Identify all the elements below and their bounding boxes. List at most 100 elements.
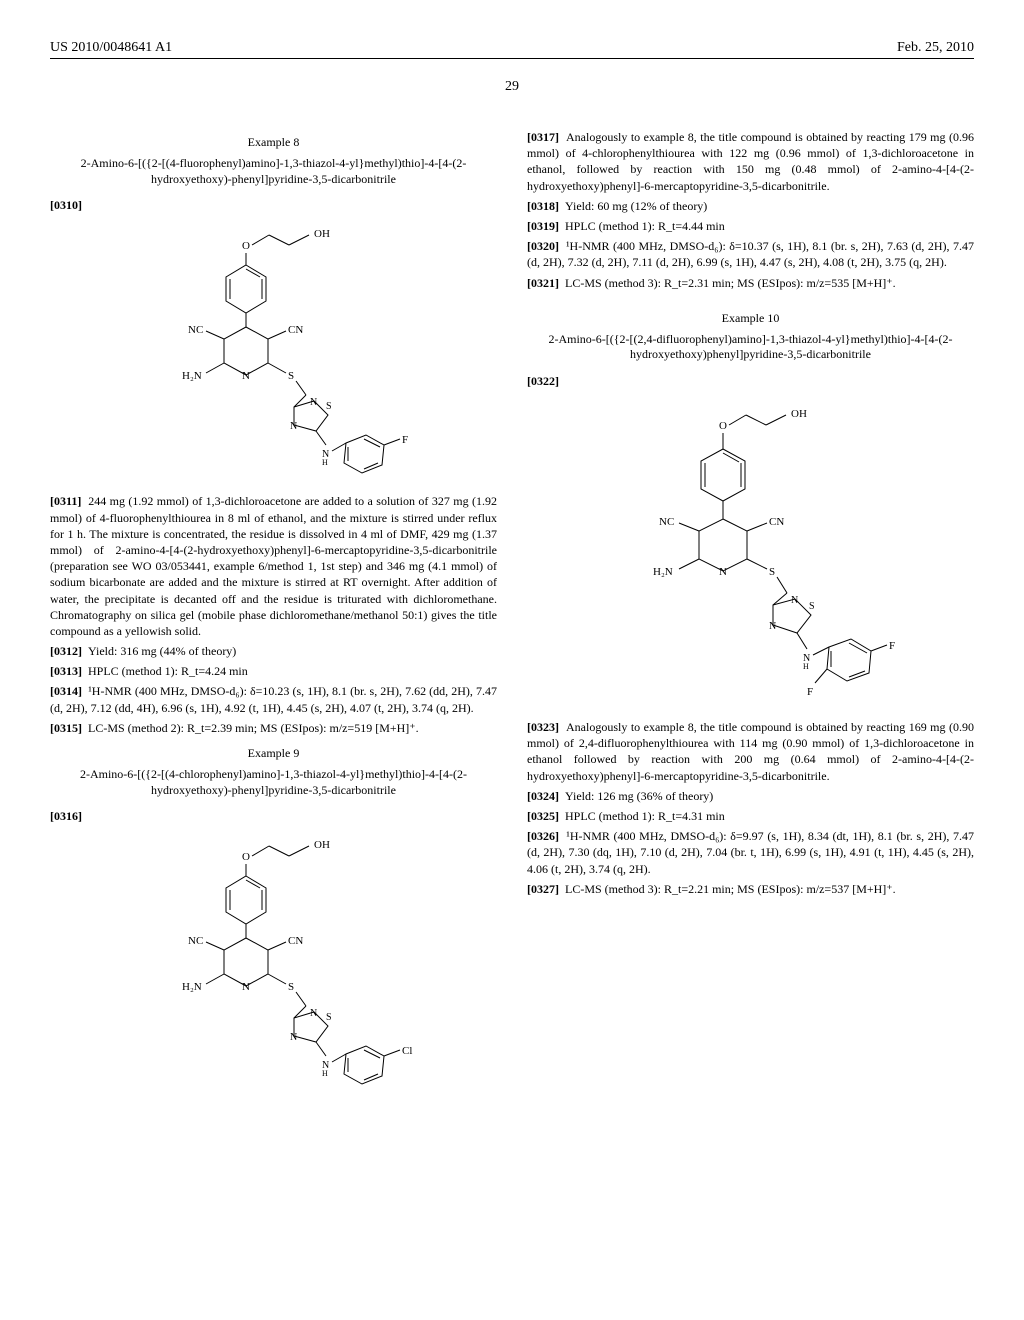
para-num-0310: [0310] (50, 198, 82, 212)
svg-text:NC: NC (659, 516, 674, 528)
para-0315: [0315] LC-MS (method 2): R_t=2.39 min; M… (50, 720, 497, 736)
para-num-0313: [0313] (50, 664, 82, 678)
structure-ex9: OH O N CN NC H₂N S N S (50, 834, 497, 1094)
para-0316: [0316] (50, 808, 497, 824)
para-0311-text: 244 mg (1.92 mmol) of 1,3-dichloroaceton… (50, 494, 497, 638)
header-left: US 2010/0048641 A1 (50, 40, 172, 56)
svg-text:S: S (326, 1012, 332, 1023)
right-column: [0317] Analogously to example 8, the tit… (527, 125, 974, 1104)
para-num-0312: [0312] (50, 644, 82, 658)
svg-text:CN: CN (288, 324, 303, 336)
para-0323: [0323] Analogously to example 8, the tit… (527, 719, 974, 784)
svg-text:H: H (803, 662, 809, 671)
svg-text:N: N (791, 595, 798, 606)
para-num-0323: [0323] (527, 720, 559, 734)
para-0313: [0313] HPLC (method 1): R_t=4.24 min (50, 663, 497, 679)
para-0317-text: Analogously to example 8, the title comp… (527, 130, 974, 193)
svg-text:H: H (322, 1069, 328, 1078)
svg-text:O: O (242, 240, 250, 252)
page-number: 29 (50, 79, 974, 95)
para-0315-text: LC-MS (method 2): R_t=2.39 min; MS (ESIp… (88, 721, 419, 735)
svg-text:NC: NC (188, 935, 203, 947)
para-0310: [0310] (50, 197, 497, 213)
svg-text:N: N (242, 981, 250, 993)
left-column: Example 8 2-Amino-6-[({2-[(4-fluoropheny… (50, 125, 497, 1104)
para-0327-text: LC-MS (method 3): R_t=2.21 min; MS (ESIp… (565, 882, 896, 896)
para-num-0315: [0315] (50, 721, 82, 735)
svg-text:OH: OH (791, 408, 807, 420)
chem-structure-icon: OH O N CN NC H₂N S N S (601, 399, 901, 709)
para-num-0320: [0320] (527, 239, 559, 253)
svg-text:N: N (290, 1032, 297, 1043)
para-0312: [0312] Yield: 316 mg (44% of theory) (50, 643, 497, 659)
svg-text:N: N (290, 421, 297, 432)
para-0321: [0321] LC-MS (method 3): R_t=2.31 min; M… (527, 275, 974, 291)
para-0320-text: ¹H-NMR (400 MHz, DMSO-d₆): δ=10.37 (s, 1… (527, 239, 974, 269)
para-0326: [0326] ¹H-NMR (400 MHz, DMSO-d₆): δ=9.97… (527, 828, 974, 877)
svg-text:NC: NC (188, 324, 203, 336)
para-0321-text: LC-MS (method 3): R_t=2.31 min; MS (ESIp… (565, 276, 896, 290)
example-10-name: 2-Amino-6-[({2-[(2,4-difluorophenyl)amin… (537, 332, 964, 363)
svg-text:S: S (288, 981, 294, 993)
svg-text:CN: CN (769, 516, 784, 528)
para-num-0317: [0317] (527, 130, 559, 144)
svg-text:S: S (769, 566, 775, 578)
two-column-layout: Example 8 2-Amino-6-[({2-[(4-fluoropheny… (50, 125, 974, 1104)
svg-text:N: N (310, 1008, 317, 1019)
svg-text:N: N (769, 621, 776, 632)
svg-text:N: N (242, 370, 250, 382)
svg-text:S: S (326, 401, 332, 412)
para-num-0325: [0325] (527, 809, 559, 823)
svg-text:O: O (719, 420, 727, 432)
halogen-label-1: F (402, 434, 408, 446)
para-0319: [0319] HPLC (method 1): R_t=4.44 min (527, 218, 974, 234)
svg-text:OH: OH (314, 228, 330, 240)
para-0323-text: Analogously to example 8, the title comp… (527, 720, 974, 783)
para-0327: [0327] LC-MS (method 3): R_t=2.21 min; M… (527, 881, 974, 897)
para-num-0324: [0324] (527, 789, 559, 803)
example-8-title: Example 8 (50, 135, 497, 150)
para-0317: [0317] Analogously to example 8, the tit… (527, 129, 974, 194)
para-0319-text: HPLC (method 1): R_t=4.44 min (565, 219, 725, 233)
para-0322: [0322] (527, 373, 974, 389)
para-0320: [0320] ¹H-NMR (400 MHz, DMSO-d₆): δ=10.3… (527, 238, 974, 270)
structure-ex10: OH O N CN NC H₂N S N S (527, 399, 974, 709)
example-9-name: 2-Amino-6-[({2-[(4-chlorophenyl)amino]-1… (60, 767, 487, 798)
svg-text:N: N (719, 566, 727, 578)
svg-text:H₂N: H₂N (653, 566, 673, 578)
para-num-0316: [0316] (50, 809, 82, 823)
para-num-0314: [0314] (50, 684, 82, 698)
svg-text:OH: OH (314, 839, 330, 851)
svg-text:S: S (809, 601, 815, 612)
para-num-0321: [0321] (527, 276, 559, 290)
example-10-title: Example 10 (527, 311, 974, 326)
para-0325-text: HPLC (method 1): R_t=4.31 min (565, 809, 725, 823)
para-num-0322: [0322] (527, 374, 559, 388)
chem-structure-icon: OH O N CN NC H₂N S N S (134, 834, 414, 1094)
para-0318-text: Yield: 60 mg (12% of theory) (565, 199, 707, 213)
para-0325: [0325] HPLC (method 1): R_t=4.31 min (527, 808, 974, 824)
svg-text:H₂N: H₂N (182, 981, 202, 993)
para-0312-text: Yield: 316 mg (44% of theory) (88, 644, 236, 658)
example-9-title: Example 9 (50, 746, 497, 761)
page-header: US 2010/0048641 A1 Feb. 25, 2010 (50, 40, 974, 59)
para-num-0318: [0318] (527, 199, 559, 213)
para-0318: [0318] Yield: 60 mg (12% of theory) (527, 198, 974, 214)
halogen-label-3: F (889, 640, 895, 652)
para-num-0326: [0326] (527, 829, 559, 843)
para-0314-text: ¹H-NMR (400 MHz, DMSO-d₆): δ=10.23 (s, 1… (50, 684, 497, 714)
svg-text:N: N (310, 397, 317, 408)
para-0326-text: ¹H-NMR (400 MHz, DMSO-d₆): δ=9.97 (s, 1H… (527, 829, 974, 875)
svg-text:H₂N: H₂N (182, 370, 202, 382)
para-0313-text: HPLC (method 1): R_t=4.24 min (88, 664, 248, 678)
para-0324: [0324] Yield: 126 mg (36% of theory) (527, 788, 974, 804)
structure-ex8: OH O N (50, 223, 497, 483)
halogen-label-2: Cl (402, 1045, 412, 1057)
halogen-label-3b: F (807, 686, 813, 698)
para-num-0311: [0311] (50, 494, 81, 508)
para-0311: [0311] 244 mg (1.92 mmol) of 1,3-dichlor… (50, 493, 497, 639)
svg-text:CN: CN (288, 935, 303, 947)
example-8-name: 2-Amino-6-[({2-[(4-fluorophenyl)amino]-1… (60, 156, 487, 187)
para-0314: [0314] ¹H-NMR (400 MHz, DMSO-d₆): δ=10.2… (50, 683, 497, 715)
svg-text:H: H (322, 458, 328, 467)
